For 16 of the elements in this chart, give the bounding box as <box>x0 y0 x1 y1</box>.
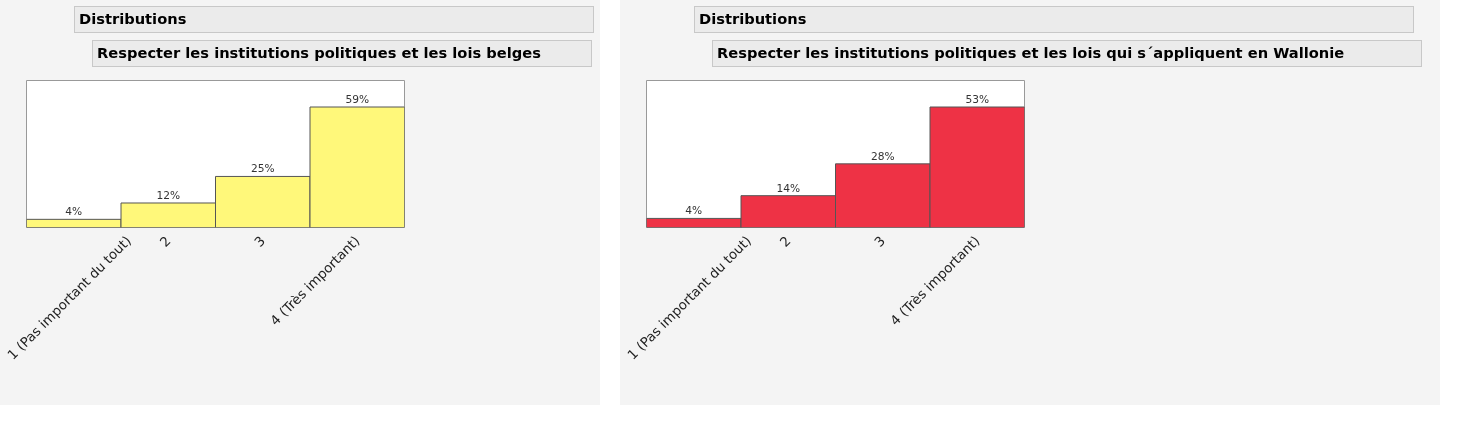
chart-subtitle: Respecter les institutions politiques et les lois qui s´appliquent en Wallonie <box>717 42 1345 63</box>
x-tick-label: 3 <box>251 233 269 250</box>
data-label: 59% <box>345 92 370 106</box>
chart-subtitle: Respecter les institutions politiques et les lois belges <box>97 42 541 63</box>
chart-title: Distributions <box>699 9 807 29</box>
x-tick-label: 3 <box>871 233 889 250</box>
x-tick-label: 2 <box>776 233 794 250</box>
chart-title: Distributions <box>79 9 187 29</box>
data-label: 14% <box>776 181 801 195</box>
x-tick-label: 2 <box>156 233 174 250</box>
data-label: 12% <box>156 188 181 202</box>
data-label: 25% <box>250 162 275 176</box>
data-label: 53% <box>965 92 990 106</box>
data-label: 4% <box>685 204 703 218</box>
data-label: 28% <box>870 149 895 163</box>
data-label: 4% <box>65 205 83 219</box>
